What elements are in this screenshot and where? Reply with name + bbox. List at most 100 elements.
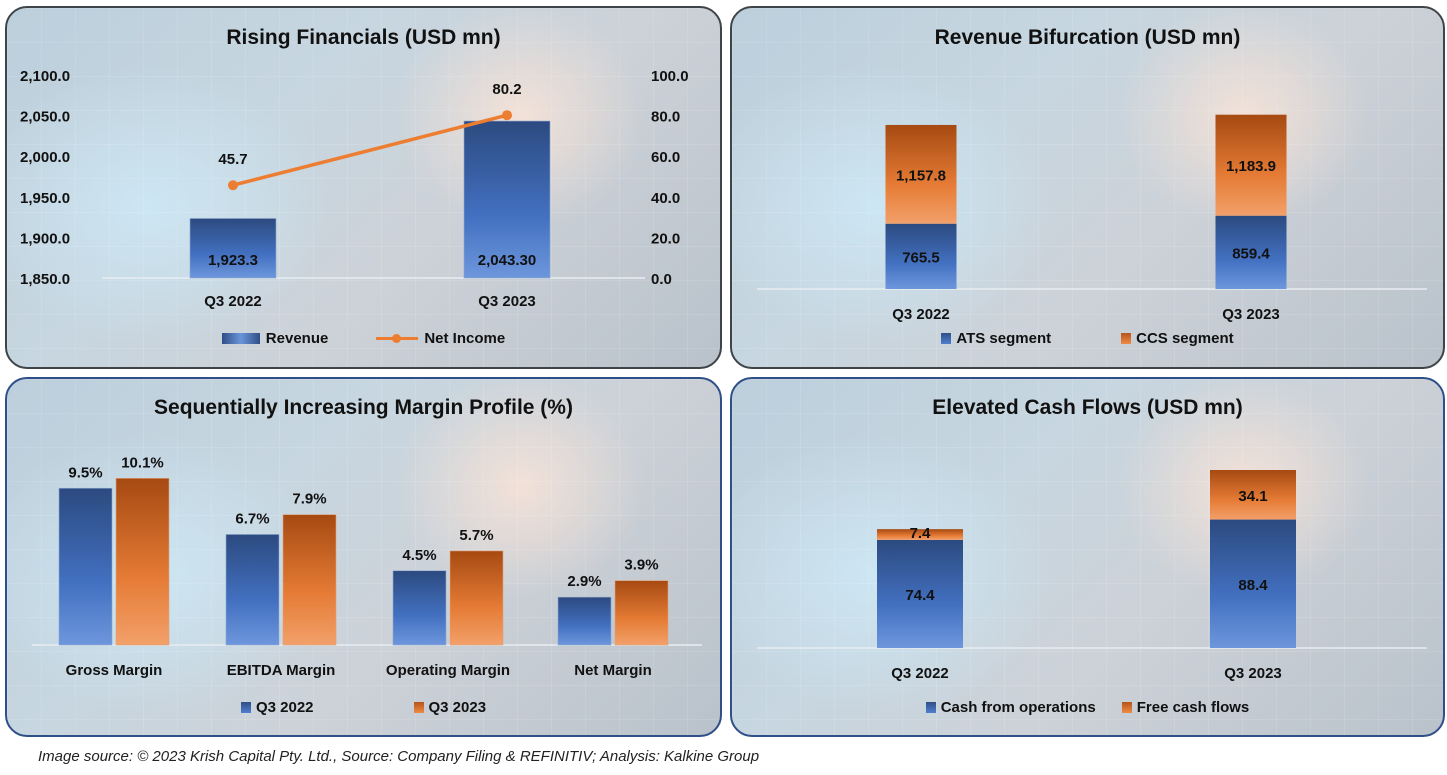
x-tick-label: Q3 2023 xyxy=(478,293,536,310)
x-tick-label: Gross Margin xyxy=(66,662,163,679)
revenue-bifurcation-panel: Revenue Bifurcation (USD mn) 765.5 1,157.… xyxy=(730,6,1445,369)
chart-legend: ATS segment CCS segment xyxy=(732,330,1443,347)
cash-from-operations-data-label: 88.4 xyxy=(1238,577,1268,594)
revenue-bar xyxy=(463,120,551,279)
legend-label: ATS segment xyxy=(956,330,1052,347)
legend-item-ats: ATS segment xyxy=(941,330,1051,347)
legend-swatch-revenue xyxy=(221,333,260,344)
revenue-data-label: 1,923.3 xyxy=(208,252,258,269)
q3-2023-data-label: 3.9% xyxy=(624,557,658,574)
legend-item-revenue: Revenue xyxy=(221,330,329,347)
q3-2023-data-label: 7.9% xyxy=(292,491,326,508)
legend-label: CCS segment xyxy=(1136,330,1234,347)
q3-2022-bar xyxy=(58,487,113,646)
y-left-tick-label: 1,900.0 xyxy=(20,230,70,247)
chart-title: Sequentially Increasing Margin Profile (… xyxy=(154,396,573,419)
legend-label: Q3 2022 xyxy=(255,699,314,716)
legend-item-cash-from-operations: Cash from operations xyxy=(925,699,1096,716)
legend-swatch-q3-2023 xyxy=(413,702,424,713)
x-tick-label: Q3 2022 xyxy=(891,665,949,682)
cash-flows-panel: Elevated Cash Flows (USD mn) 74.4 7.4 Q3 2… xyxy=(730,377,1445,737)
legend-swatch-q3-2022 xyxy=(240,702,251,713)
legend-label: Revenue xyxy=(265,330,329,347)
y-left-tick-label: 2,050.0 xyxy=(20,109,70,126)
legend-swatch-ats xyxy=(941,333,952,344)
y-right-tick-label: 100.0 xyxy=(651,68,689,85)
x-tick-label: Operating Margin xyxy=(386,662,510,679)
net-income-point xyxy=(228,180,238,191)
legend-item-free-cash-flows: Free cash flows xyxy=(1121,699,1250,716)
ccs-segment-bar xyxy=(1215,114,1287,216)
q3-2023-bar xyxy=(115,478,170,646)
cash-from-operations-bar xyxy=(1210,519,1296,648)
net-income-data-label: 80.2 xyxy=(492,81,521,98)
legend-label: Cash from operations xyxy=(940,699,1096,716)
ats-segment-bar xyxy=(1215,215,1287,289)
y-right-tick-label: 0.0 xyxy=(651,271,672,288)
x-tick-label: Q3 2022 xyxy=(892,306,950,323)
chart-legend: Revenue Net Income xyxy=(7,330,720,347)
legend-item-net-income: Net Income xyxy=(376,330,505,347)
legend-label: Free cash flows xyxy=(1136,699,1250,716)
y-right-tick-label: 60.0 xyxy=(651,149,680,166)
ats-data-label: 859.4 xyxy=(1232,245,1270,262)
net-income-point xyxy=(502,110,512,121)
y-left-tick-label: 1,950.0 xyxy=(20,190,70,207)
x-tick-label: EBITDA Margin xyxy=(227,662,336,679)
q3-2023-bar xyxy=(282,514,337,646)
legend-swatch-cash-from-operations xyxy=(925,702,936,713)
free-cash-flows-bar xyxy=(877,529,963,540)
cash-flows-chart: 74.4 7.4 Q3 2022 88.4 34.1 Q3 2023 xyxy=(757,470,1427,682)
legend-item-q3-2023: Q3 2023 xyxy=(413,699,487,716)
margin-profile-chart: 9.5% 10.1% Gross Margin 6.7% 7.9% EBITDA Marg… xyxy=(32,454,702,679)
x-tick-label: Q3 2022 xyxy=(204,293,262,310)
y-left-tick-label: 2,100.0 xyxy=(20,68,70,85)
legend-swatch-free-cash-flows xyxy=(1121,702,1132,713)
y-right-tick-label: 80.0 xyxy=(651,109,680,126)
legend-item-q3-2022: Q3 2022 xyxy=(240,699,314,716)
chart-title: Revenue Bifurcation (USD mn) xyxy=(934,26,1241,49)
net-income-data-label: 45.7 xyxy=(218,151,247,168)
chart-legend: Cash from operations Free cash flows xyxy=(732,699,1443,716)
ats-segment-bar xyxy=(885,223,957,289)
net-income-line xyxy=(232,113,508,187)
margin-profile-panel: Sequentially Increasing Margin Profile (… xyxy=(5,377,722,737)
rising-financials-chart: 2,100.0 2,050.0 2,000.0 1,950.0 1,900.0 1,850… xyxy=(20,68,689,310)
q3-2022-data-label: 4.5% xyxy=(402,547,436,564)
legend-label: Q3 2023 xyxy=(428,699,487,716)
legend-swatch-ccs xyxy=(1121,333,1132,344)
q3-2022-bar xyxy=(557,596,612,646)
rising-financials-panel: Rising Financials (USD mn) 2,100.0 2,050.… xyxy=(5,6,722,369)
legend-item-ccs: CCS segment xyxy=(1121,330,1234,347)
q3-2022-bar xyxy=(392,570,447,646)
ats-data-label: 765.5 xyxy=(902,249,940,266)
revenue-data-label: 2,043.30 xyxy=(478,252,536,269)
q3-2023-data-label: 5.7% xyxy=(459,527,493,544)
x-tick-label: Q3 2023 xyxy=(1224,665,1282,682)
q3-2022-bar xyxy=(225,534,280,646)
y-right-tick-label: 40.0 xyxy=(651,190,680,207)
free-cash-flows-data-label: 34.1 xyxy=(1238,488,1267,505)
free-cash-flows-bar xyxy=(1210,470,1296,520)
x-tick-label: Net Margin xyxy=(574,662,652,679)
q3-2023-bar xyxy=(614,580,669,646)
q3-2022-data-label: 2.9% xyxy=(567,573,601,590)
cash-from-operations-bar xyxy=(877,539,963,648)
source-footer: Image source: © 2023 Krish Capital Pty. … xyxy=(38,748,760,765)
legend-label: Net Income xyxy=(424,330,506,347)
y-left-tick-label: 2,000.0 xyxy=(20,149,70,166)
revenue-bifurcation-chart: 765.5 1,157.8 Q3 2022 859.4 1,183.9 Q3 2023 xyxy=(757,114,1427,323)
q3-2022-data-label: 6.7% xyxy=(235,510,269,527)
y-right-tick-label: 20.0 xyxy=(651,230,680,247)
legend-swatch-net-income xyxy=(376,333,419,344)
chart-title: Rising Financials (USD mn) xyxy=(226,26,501,49)
ccs-data-label: 1,157.8 xyxy=(896,167,946,184)
cash-from-operations-data-label: 74.4 xyxy=(905,587,935,604)
ccs-data-label: 1,183.9 xyxy=(1226,158,1276,175)
chart-title: Elevated Cash Flows (USD mn) xyxy=(932,396,1243,419)
q3-2023-data-label: 10.1% xyxy=(121,454,164,471)
x-tick-label: Q3 2023 xyxy=(1222,306,1280,323)
q3-2022-data-label: 9.5% xyxy=(68,464,102,481)
chart-legend: Q3 2022 Q3 2023 xyxy=(7,699,720,716)
revenue-bar xyxy=(189,218,277,279)
